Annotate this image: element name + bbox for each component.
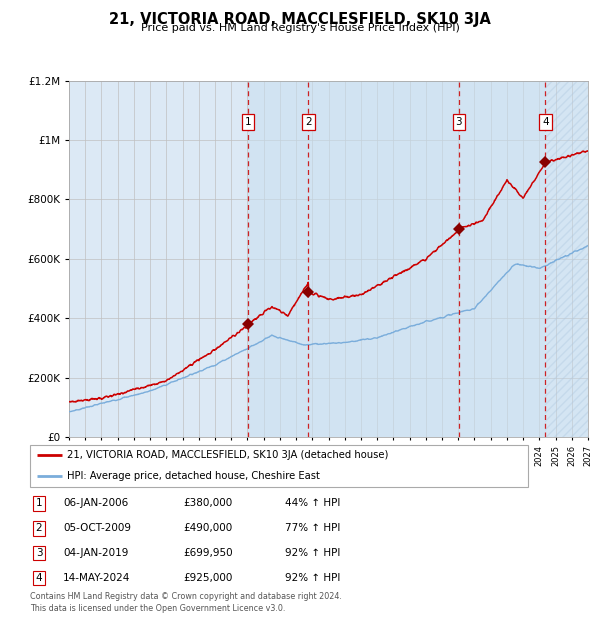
Text: 3: 3: [455, 117, 462, 127]
Text: 2: 2: [35, 523, 43, 533]
Text: 3: 3: [35, 548, 43, 558]
Text: 44% ↑ HPI: 44% ↑ HPI: [285, 498, 340, 508]
Text: 05-OCT-2009: 05-OCT-2009: [63, 523, 131, 533]
Text: HPI: Average price, detached house, Cheshire East: HPI: Average price, detached house, Ches…: [67, 471, 320, 481]
Text: 2: 2: [305, 117, 312, 127]
Text: 4: 4: [542, 117, 548, 127]
Text: Contains HM Land Registry data © Crown copyright and database right 2024.: Contains HM Land Registry data © Crown c…: [30, 592, 342, 601]
Bar: [459, 81, 545, 437]
Text: 21, VICTORIA ROAD, MACCLESFIELD, SK10 3JA (detached house): 21, VICTORIA ROAD, MACCLESFIELD, SK10 3J…: [67, 450, 389, 460]
Text: 04-JAN-2019: 04-JAN-2019: [63, 548, 128, 558]
Text: 06-JAN-2006: 06-JAN-2006: [63, 498, 128, 508]
Bar: [308, 81, 459, 437]
Text: £925,000: £925,000: [183, 573, 232, 583]
Text: 92% ↑ HPI: 92% ↑ HPI: [285, 573, 340, 583]
Text: £699,950: £699,950: [183, 548, 233, 558]
Text: 77% ↑ HPI: 77% ↑ HPI: [285, 523, 340, 533]
FancyBboxPatch shape: [30, 445, 528, 487]
Bar: [545, 81, 588, 437]
Text: This data is licensed under the Open Government Licence v3.0.: This data is licensed under the Open Gov…: [30, 603, 286, 613]
Bar: [248, 81, 308, 437]
Text: 92% ↑ HPI: 92% ↑ HPI: [285, 548, 340, 558]
Text: £380,000: £380,000: [183, 498, 232, 508]
Text: 4: 4: [35, 573, 43, 583]
Text: 1: 1: [35, 498, 43, 508]
Text: 14-MAY-2024: 14-MAY-2024: [63, 573, 130, 583]
Text: Price paid vs. HM Land Registry's House Price Index (HPI): Price paid vs. HM Land Registry's House …: [140, 23, 460, 33]
Text: 1: 1: [245, 117, 251, 127]
Text: £490,000: £490,000: [183, 523, 232, 533]
Text: 21, VICTORIA ROAD, MACCLESFIELD, SK10 3JA: 21, VICTORIA ROAD, MACCLESFIELD, SK10 3J…: [109, 12, 491, 27]
